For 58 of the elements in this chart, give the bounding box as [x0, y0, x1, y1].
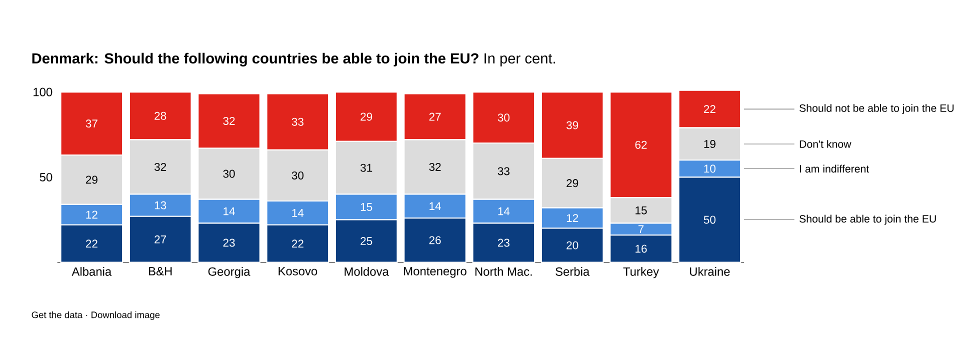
data-label: 27 [429, 112, 441, 121]
text: Should not be able to join the EU [800, 104, 954, 114]
text: Should be able to join the EU [800, 214, 936, 225]
x-tick-label: Serbia [556, 267, 590, 276]
data-label: 12 [86, 210, 98, 219]
data-label: 28 [154, 112, 166, 120]
data-label: 14 [292, 209, 304, 217]
chart-subtitle: In per cent. [484, 53, 556, 66]
data-label: 37 [86, 120, 98, 128]
data-label: 23 [498, 238, 510, 247]
x-tick-label: Albania [72, 267, 112, 276]
data-label: 19 [704, 140, 716, 148]
data-label: 27 [154, 235, 166, 244]
data-label: 13 [154, 201, 166, 210]
data-label: 10 [704, 164, 716, 173]
x-tick-label: Ukraine [690, 267, 730, 276]
x-tick-label: Georgia [208, 267, 250, 278]
data-label: 22 [86, 240, 98, 248]
data-label: 33 [292, 118, 304, 126]
data-label: 7 [638, 225, 644, 234]
data-label: 32 [429, 162, 441, 171]
data-label: 29 [566, 179, 578, 188]
text: I am indifferent [800, 164, 870, 173]
x-tick-label: Turkey [623, 267, 660, 278]
data-label: 14 [430, 202, 441, 210]
data-label: 25 [360, 237, 372, 246]
text: Don't know [800, 140, 852, 148]
text: Get the data · Download image [32, 311, 160, 320]
data-label: 22 [704, 105, 716, 114]
data-label: 20 [566, 241, 578, 250]
data-label: 14 [498, 207, 510, 216]
data-label: 30 [292, 171, 304, 180]
x-tick-label: North Mac. [475, 267, 532, 276]
data-label: 29 [360, 112, 372, 121]
x-tick-label: Moldova [344, 267, 389, 276]
y-tick-label: 100 [34, 88, 52, 96]
x-tick-label: Kosovo [278, 267, 318, 276]
data-label: 39 [566, 121, 578, 130]
data-label: 62 [635, 140, 647, 149]
data-label: 29 [86, 176, 98, 184]
data-label: 14 [224, 207, 235, 216]
data-label: 50 [704, 216, 716, 224]
data-label: 23 [223, 238, 235, 247]
x-tick-label: B&H [149, 267, 172, 276]
data-label: 32 [223, 116, 235, 125]
data-label: 30 [223, 170, 235, 178]
data-label: 26 [429, 236, 441, 244]
data-label: 12 [566, 214, 578, 222]
chart-title: Denmark: Should the following countries be able to join the EU? [32, 52, 478, 67]
data-label: 16 [636, 244, 647, 253]
data-label: 22 [292, 240, 304, 248]
data-label: 30 [498, 114, 510, 122]
data-label: 15 [636, 206, 647, 214]
data-label: 31 [360, 164, 372, 172]
data-label: 15 [360, 203, 372, 211]
data-label: 32 [154, 162, 166, 171]
data-label: 33 [498, 167, 510, 176]
x-tick-label: Montenegro [404, 267, 466, 278]
